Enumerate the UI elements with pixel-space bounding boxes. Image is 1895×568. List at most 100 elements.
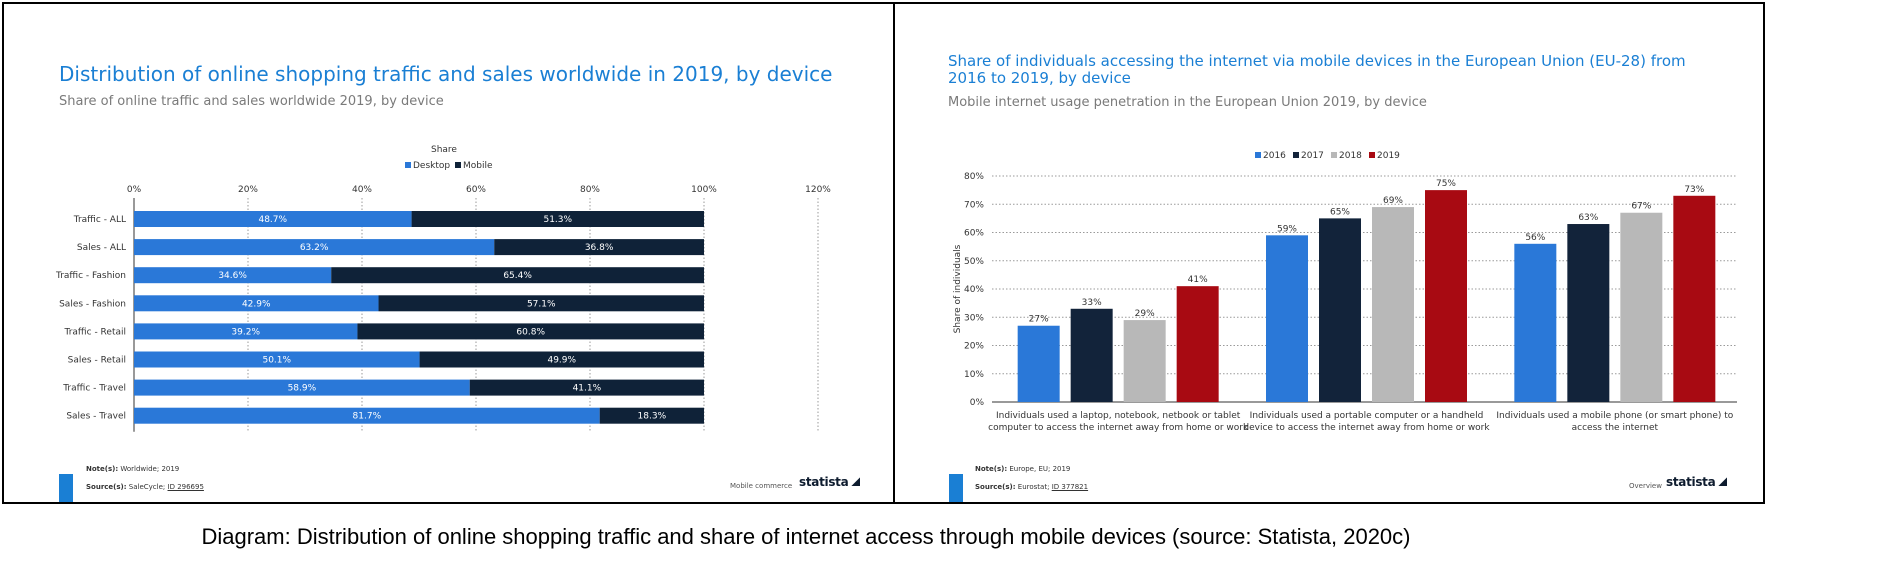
right-footer-accent — [949, 474, 963, 502]
category-label: Sales - Retail — [68, 356, 126, 366]
legend-label-2019: 2019 — [1377, 151, 1400, 161]
right-bar-chart: 2016 2017 2018 2019 0% 10% 20% 30% 40% 50% 60% 70% 8… — [953, 151, 1737, 433]
data-label: 41.1% — [573, 384, 602, 394]
data-label: 39.2% — [231, 327, 260, 337]
category-label: computer to access the internet away fro… — [988, 423, 1249, 433]
legend-swatch-2019 — [1369, 152, 1375, 158]
data-label: 41% — [1188, 275, 1208, 285]
bar-desktop — [134, 379, 470, 396]
data-label: 73% — [1684, 185, 1704, 195]
y-tick-label: 60% — [964, 229, 984, 239]
left-source-id-link[interactable]: ID 296695 — [167, 483, 204, 491]
bar-mobile — [331, 267, 704, 284]
bar-mobile — [411, 211, 704, 227]
right-panel: Share of individuals accessing the inter… — [895, 4, 1763, 502]
legend-label-2018: 2018 — [1339, 151, 1362, 161]
legend-label-desktop: Desktop — [413, 161, 450, 171]
bar-desktop — [134, 407, 600, 424]
bar-2019 — [1673, 195, 1716, 402]
category-label: Traffic - Retail — [64, 327, 126, 337]
y-tick-label: 70% — [964, 200, 984, 210]
data-label: 27% — [1029, 315, 1049, 325]
bar-2016 — [1266, 235, 1308, 402]
right-topic-tag: Overview — [1629, 482, 1662, 490]
statista-mark-icon — [1718, 477, 1728, 486]
bar-mobile — [599, 407, 704, 424]
bar-desktop — [134, 295, 379, 312]
x-tick-label: 80% — [580, 185, 600, 195]
data-label: 51.3% — [543, 215, 572, 225]
bar-mobile — [494, 239, 704, 256]
bar-mobile — [378, 295, 704, 312]
data-label: 49.9% — [547, 356, 576, 366]
data-label: 50.1% — [262, 356, 291, 366]
category-label: Traffic - Fashion — [55, 271, 126, 281]
data-label: 65% — [1330, 207, 1350, 217]
bar-mobile — [357, 323, 704, 340]
y-tick-label: 0% — [970, 398, 985, 408]
data-label: 59% — [1277, 224, 1297, 234]
data-label: 33% — [1082, 298, 1102, 308]
y-tick-label: 80% — [964, 172, 984, 182]
data-label: 65.4% — [503, 271, 532, 281]
right-statista-logo: statista — [1666, 475, 1728, 489]
bar-desktop — [134, 267, 332, 284]
right-source: Source(s): Eurostat; ID 377821 — [975, 483, 1089, 491]
x-tick-label: 20% — [238, 185, 258, 195]
data-label: 48.7% — [258, 215, 287, 225]
data-label: 75% — [1436, 179, 1456, 189]
legend-label-2016: 2016 — [1263, 151, 1286, 161]
bar-desktop — [134, 211, 412, 227]
legend-swatch-desktop — [405, 162, 411, 168]
data-label: 56% — [1525, 233, 1545, 243]
x-tick-label: 0% — [127, 185, 142, 195]
bar-2017 — [1567, 224, 1610, 402]
category-label: Individuals used a mobile phone (or smar… — [1496, 411, 1733, 421]
left-chart-subtitle: Share of online traffic and sales worldw… — [59, 94, 444, 109]
legend-swatch-2017 — [1293, 152, 1299, 158]
bar-desktop — [134, 323, 358, 340]
legend-label-2017: 2017 — [1301, 151, 1324, 161]
data-label: 67% — [1631, 202, 1651, 212]
figure-frame — [2, 2, 1765, 504]
category-label: Sales - Travel — [66, 412, 126, 422]
category-label: Individuals used a portable computer or … — [1250, 411, 1484, 421]
y-tick-label: 40% — [964, 285, 984, 295]
left-bar-chart: Share Desktop Mobile 0% 20% 40% 60% 80% 100% 120%… — [55, 145, 831, 432]
panel-divider — [893, 2, 895, 504]
bar-2018 — [1372, 207, 1414, 402]
category-label: Individuals used a laptop, notebook, net… — [996, 411, 1241, 421]
bar-2016 — [1017, 325, 1060, 402]
legend-swatch-2018 — [1331, 152, 1337, 158]
bar-mobile — [469, 379, 704, 396]
bar-2019 — [1425, 190, 1467, 402]
y-tick-label: 10% — [964, 370, 984, 380]
data-label: 63.2% — [300, 243, 329, 253]
left-notes: Note(s): Worldwide; 2019 — [86, 465, 180, 473]
x-tick-label: 120% — [805, 185, 831, 195]
category-label: access the internet — [1572, 423, 1659, 433]
bar-desktop — [134, 239, 495, 256]
y-axis-label: Share of individuals — [953, 244, 963, 333]
bar-2016 — [1514, 243, 1557, 402]
category-label: Traffic - ALL — [73, 215, 126, 225]
data-label: 63% — [1578, 213, 1598, 223]
legend-title: Share — [431, 145, 457, 155]
left-footer-accent — [59, 474, 73, 502]
category-label: Traffic - Travel — [62, 384, 126, 394]
bar-mobile — [419, 351, 704, 368]
left-topic-tag: Mobile commerce — [730, 482, 793, 490]
bar-2018 — [1620, 212, 1663, 402]
bar-2018 — [1123, 320, 1166, 402]
data-label: 60.8% — [516, 327, 545, 337]
figure-caption: Diagram: Distribution of online shopping… — [201, 524, 1411, 549]
bar-desktop — [134, 351, 420, 368]
data-label: 42.9% — [242, 299, 271, 309]
data-label: 18.3% — [638, 412, 667, 422]
x-tick-label: 100% — [691, 185, 717, 195]
left-chart-title: Distribution of online shopping traffic … — [59, 62, 833, 86]
category-label: device to access the internet away from … — [1243, 423, 1490, 433]
right-source-id-link[interactable]: ID 377821 — [1051, 483, 1089, 491]
left-statista-logo: statista — [799, 475, 861, 489]
data-label: 34.6% — [218, 271, 247, 281]
